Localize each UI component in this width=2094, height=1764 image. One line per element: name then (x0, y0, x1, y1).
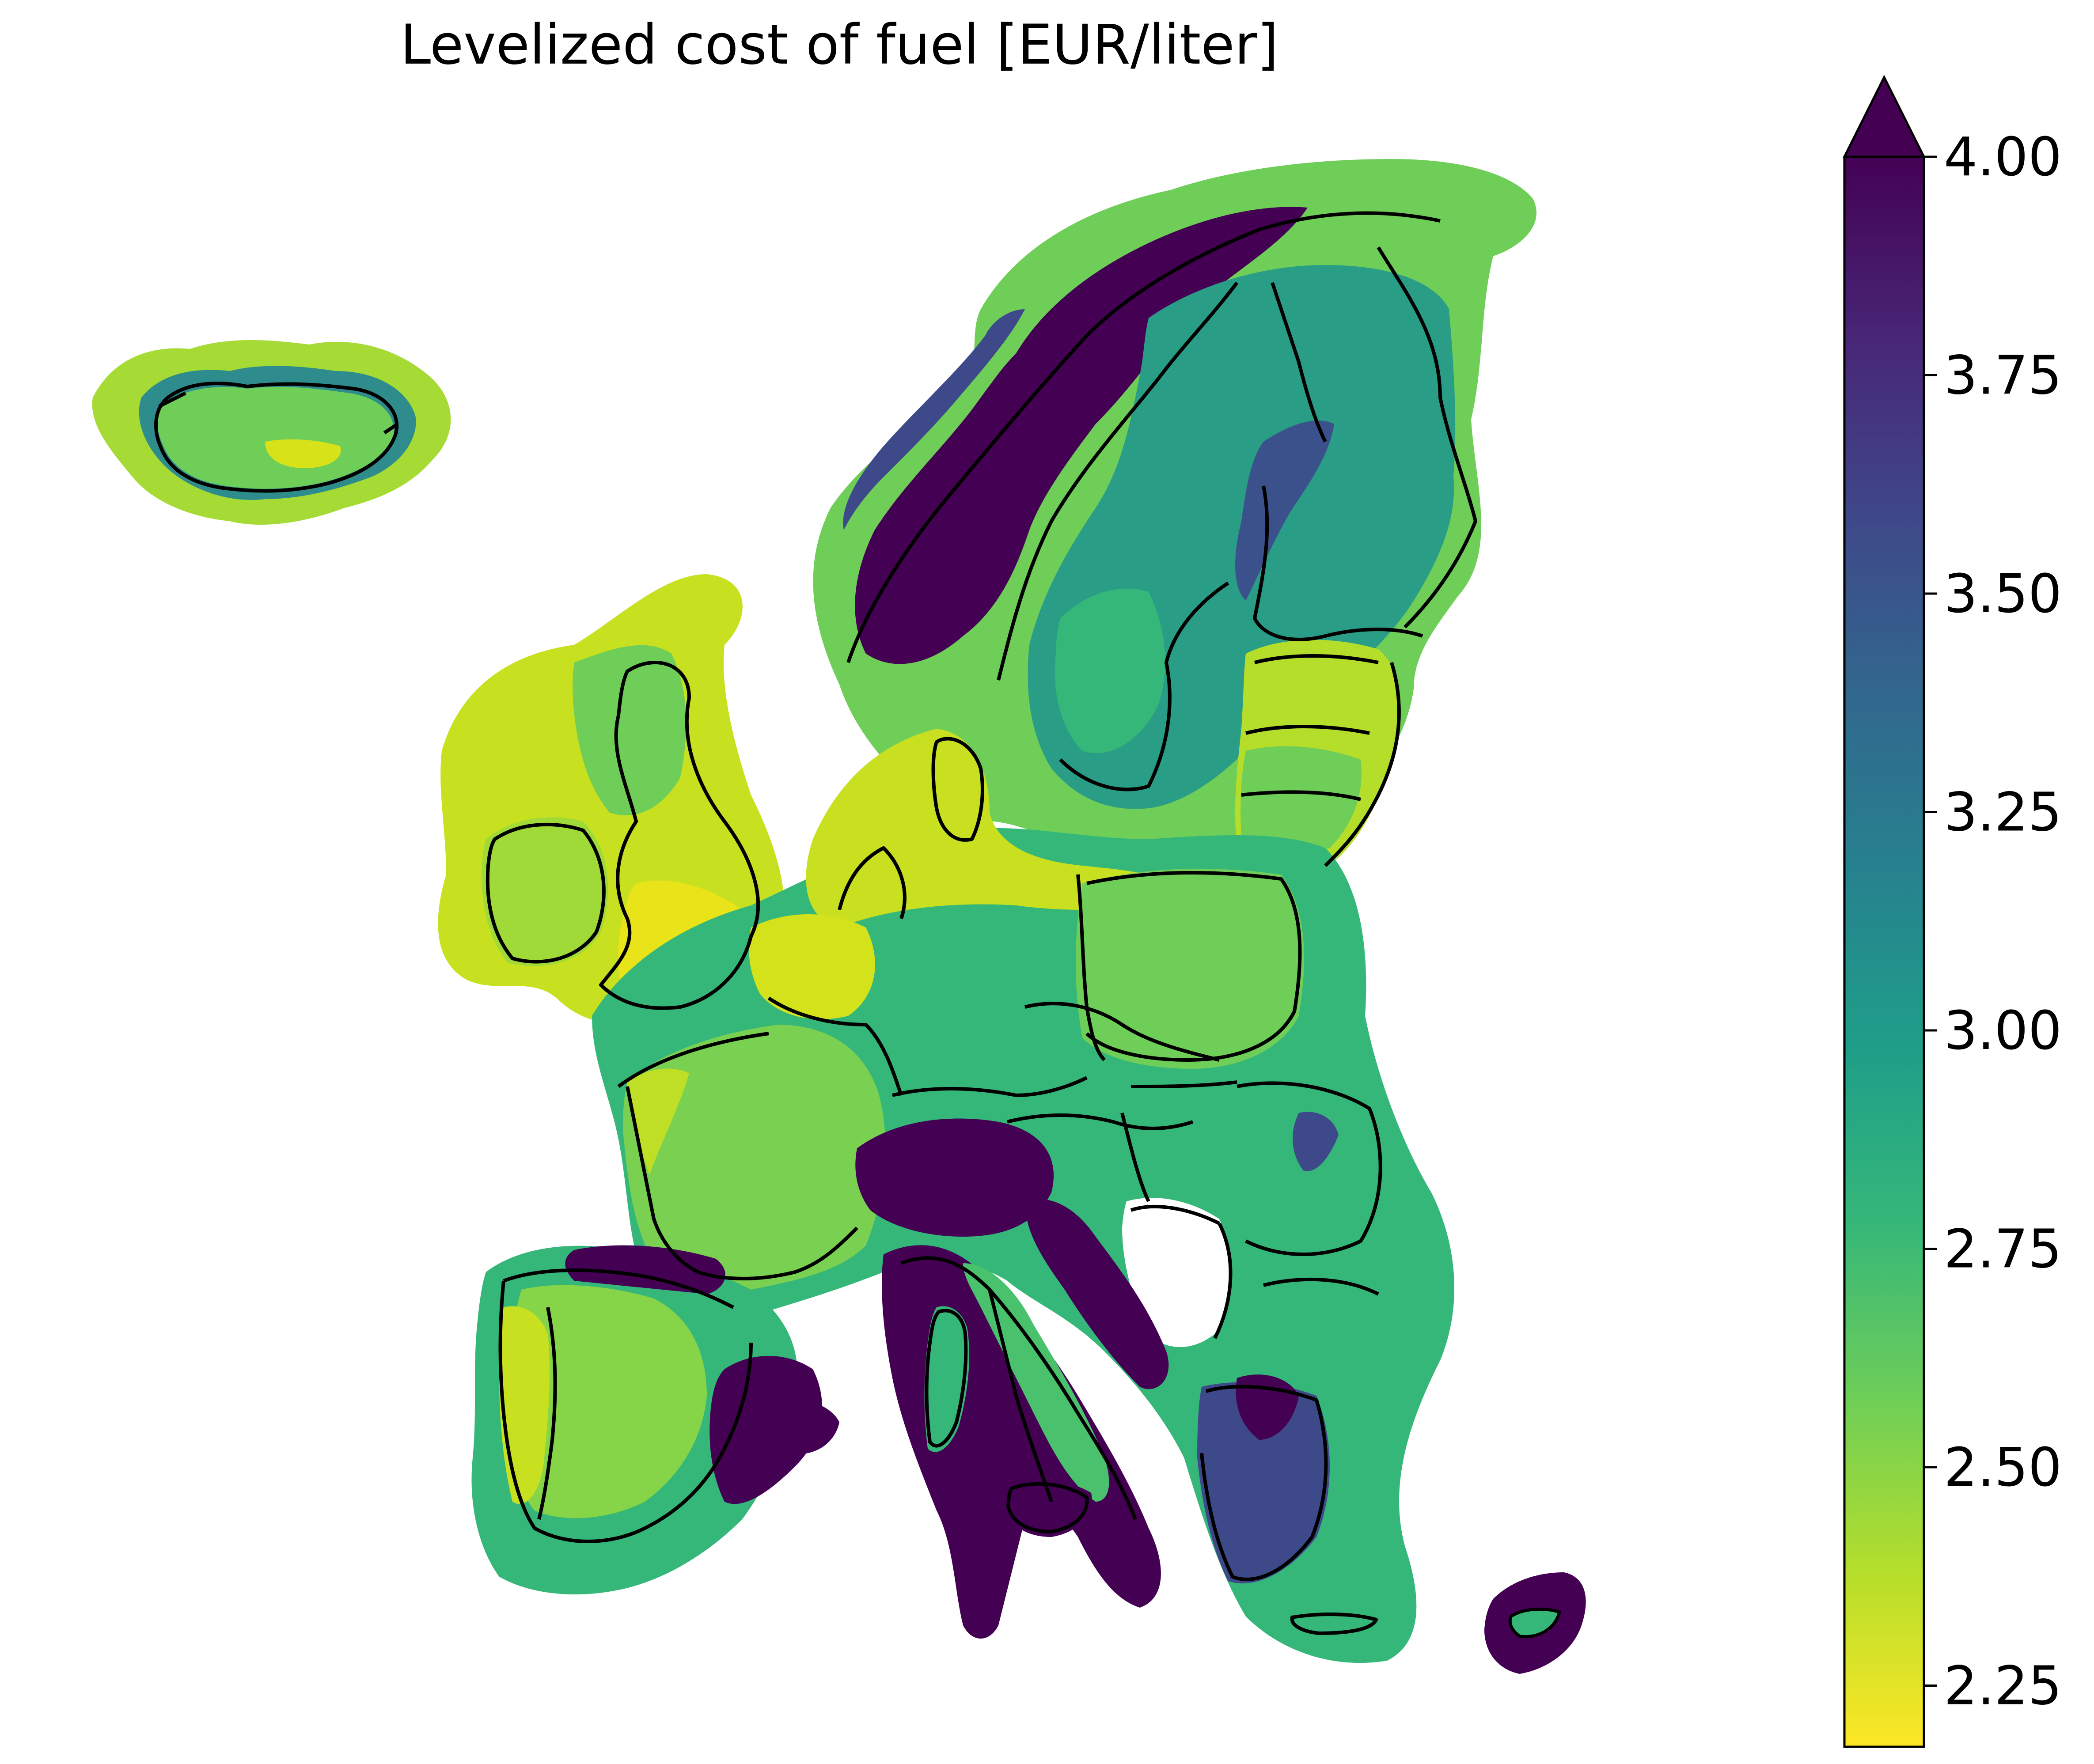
romania-dark-patch (1293, 1112, 1339, 1171)
poland-outline (1085, 871, 1302, 1062)
colorbar-tick-label: 3.25 (1944, 782, 2062, 844)
alps-mountains (855, 1118, 1054, 1237)
country-borders (158, 211, 1477, 1635)
iberia-north-dark (565, 1245, 725, 1294)
denmark-outline (931, 737, 984, 842)
iceland-border (154, 382, 399, 493)
italy-outline (900, 1256, 1137, 1520)
map-title: Levelized cost of fuel [EUR/liter] (400, 13, 1278, 77)
iceland-interior-yellow (265, 439, 341, 468)
balkans-borders (1130, 1204, 1379, 1339)
spain-portugal-border (537, 1307, 557, 1520)
sardinia-outline (925, 1309, 968, 1448)
colorbar-gradient (1843, 155, 1925, 1748)
colorbar-tick-label: 4.00 (1944, 127, 2062, 188)
finland-russia-border (1377, 246, 1477, 628)
baltic-borders (1241, 654, 1401, 867)
ireland-coast (486, 822, 606, 964)
colorbar-tick-label: 3.50 (1944, 564, 2062, 625)
portugal-yellow (499, 1306, 550, 1504)
poland-land (1076, 868, 1304, 1069)
colorbar-tick-label: 2.75 (1944, 1219, 2062, 1280)
iberia-outline (498, 1268, 753, 1543)
austria-hungary-borders (1007, 1113, 1194, 1202)
colorbar-tick-label: 2.25 (1944, 1656, 2062, 1717)
iberia-east-dark (709, 1356, 822, 1504)
sweden-finland-border (1271, 282, 1327, 443)
colorbar-tick-label: 3.75 (1944, 345, 2062, 407)
czech-slovakia-borders (1024, 1002, 1237, 1088)
dalmatian-coast-dark (1025, 1199, 1169, 1389)
germany-poland-border (1076, 874, 1106, 1061)
sweden-south-coast (1059, 581, 1229, 791)
france-coast-yellow (627, 1068, 689, 1175)
netherlands-coast (838, 846, 907, 920)
germany-south-border (892, 1076, 1088, 1097)
greece-land (1197, 1382, 1330, 1584)
norway-mountains (855, 207, 1308, 664)
europe-map (92, 159, 1586, 1674)
colorbar: 2.25 2.50 2.75 3.00 3.25 3.50 3.75 4.00 (1842, 75, 2062, 1748)
sweden-green-interior (1055, 588, 1165, 753)
colorbar-extend-arrow (1842, 75, 1926, 158)
benelux-yellow (749, 914, 875, 1019)
france-belgium-border (767, 996, 903, 1096)
ireland-land (482, 817, 608, 966)
romania-outline (1237, 1081, 1382, 1256)
balearic-dark (776, 1401, 839, 1454)
cyprus-region (1484, 1572, 1586, 1674)
cyprus-border (1508, 1608, 1562, 1639)
great-britain-coast (599, 661, 760, 1010)
scotland-green (573, 645, 687, 816)
colorbar-tick-label: 2.50 (1944, 1437, 2062, 1499)
france-land (623, 1025, 886, 1291)
latvia-lithuania-green (1240, 746, 1362, 852)
norway-sweden-border (997, 281, 1239, 681)
norway-mountains-edge (843, 309, 1025, 530)
iceland-land (157, 386, 394, 489)
sicily-outline (1006, 1482, 1089, 1533)
sicily-land (1003, 1479, 1092, 1537)
colorbar-ticks: 2.25 2.50 2.75 3.00 3.25 3.50 3.75 4.00 (1924, 127, 2062, 1717)
iceland-outline-extra (158, 391, 399, 435)
finland-coast (1253, 485, 1423, 641)
scandinavia-coastline (846, 211, 1441, 663)
iberia-interior-green (508, 1285, 707, 1518)
greece-coast (1200, 1385, 1328, 1581)
france-outline (617, 1032, 858, 1280)
bulgaria-land (1257, 1275, 1386, 1385)
bothnian-dark-patch (1235, 420, 1334, 601)
western-balkans-ocean (1122, 1198, 1231, 1347)
iceland-region (92, 340, 451, 525)
colorbar-tick-label: 3.00 (1944, 1000, 2062, 1062)
crete-outline (1290, 1613, 1378, 1635)
